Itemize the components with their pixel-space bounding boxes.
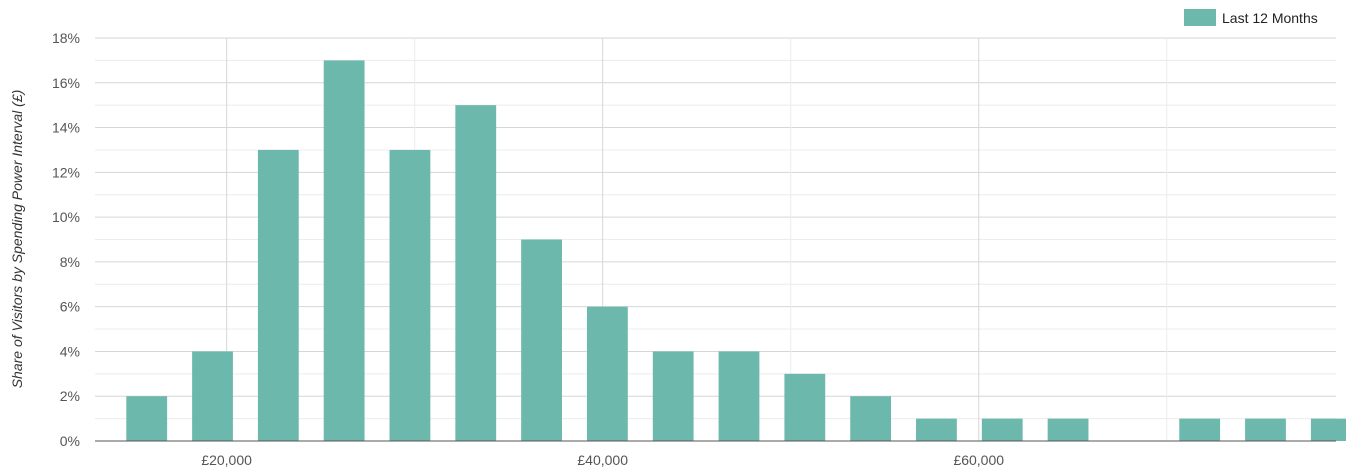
histogram-bar[interactable] <box>981 418 1023 441</box>
histogram-bar[interactable] <box>455 105 497 442</box>
x-tick-label: £60,000 <box>953 452 1004 468</box>
y-tick-label: 6% <box>60 299 80 315</box>
histogram-bar[interactable] <box>784 373 826 441</box>
histogram-bar[interactable] <box>1179 418 1221 441</box>
histogram-bar[interactable] <box>323 60 365 442</box>
histogram-bar[interactable] <box>1047 418 1089 441</box>
histogram-bar[interactable] <box>1310 418 1346 441</box>
y-tick-label: 16% <box>52 75 80 91</box>
histogram-bar[interactable] <box>192 351 233 441</box>
y-tick-label: 2% <box>60 388 80 404</box>
histogram-bar[interactable] <box>652 351 694 441</box>
histogram-bar[interactable] <box>916 418 957 441</box>
legend-swatch <box>1184 9 1216 26</box>
histogram-bar[interactable] <box>521 239 562 442</box>
x-tick-label: £40,000 <box>577 452 628 468</box>
y-tick-label: 12% <box>52 164 80 180</box>
y-tick-label: 0% <box>60 433 80 449</box>
legend-label: Last 12 Months <box>1222 10 1318 26</box>
y-tick-label: 10% <box>52 209 80 225</box>
histogram-bar[interactable] <box>718 351 760 441</box>
legend[interactable]: Last 12 Months <box>1184 9 1318 26</box>
y-tick-label: 4% <box>60 343 80 359</box>
x-axis-ticks: £20,000 £40,000 £60,000 <box>201 452 1004 468</box>
y-tick-label: 8% <box>60 254 80 270</box>
histogram-bar[interactable] <box>1245 418 1286 441</box>
x-tick-label: £20,000 <box>201 452 252 468</box>
histogram-bar[interactable] <box>257 149 299 441</box>
histogram-bar[interactable] <box>586 306 628 441</box>
bars <box>126 60 1346 442</box>
y-tick-label: 18% <box>52 30 80 46</box>
y-axis-label: Share of Visitors by Spending Power Inte… <box>9 90 25 389</box>
histogram-bar[interactable] <box>389 149 431 441</box>
histogram-bar[interactable] <box>126 396 168 441</box>
histogram-bar[interactable] <box>850 396 892 441</box>
y-tick-label: 14% <box>52 120 80 136</box>
y-axis-ticks: 0% 2% 4% 6% 8% 10% 12% 14% 16% 18% <box>52 30 80 449</box>
